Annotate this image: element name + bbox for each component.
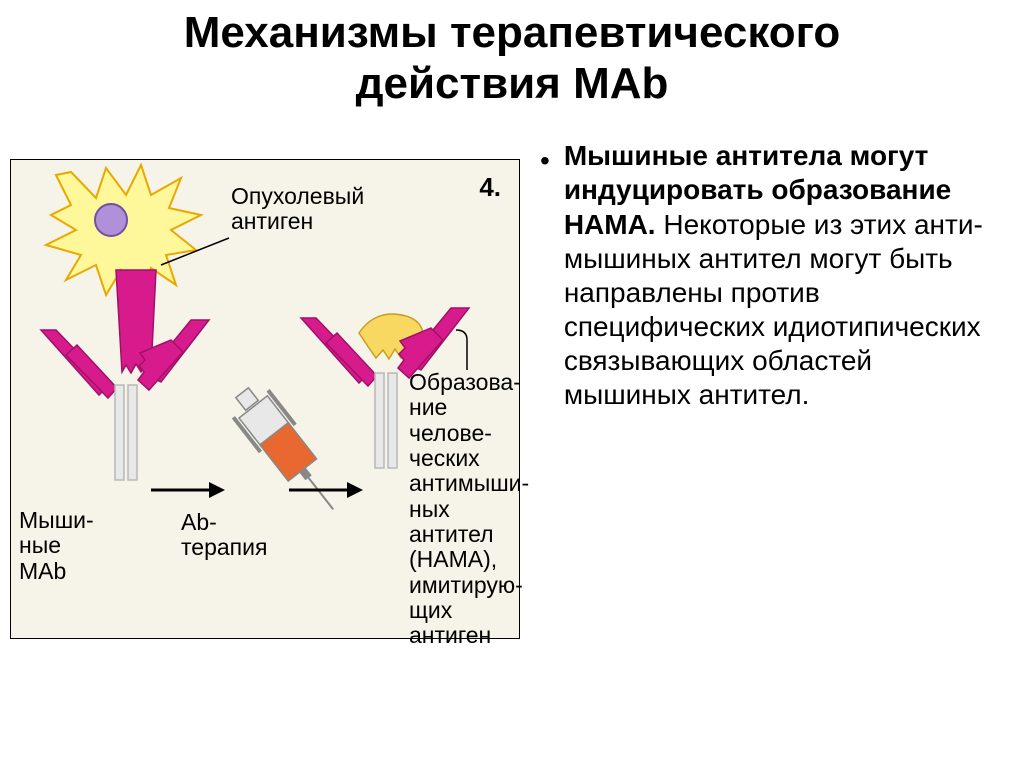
body-text: Мышиные антитела могут индуцировать обра… — [564, 139, 1004, 412]
title-line1: Механизмы терапевтического — [184, 8, 841, 57]
syringe-icon — [223, 378, 352, 524]
tumor-antigen-label: Опухолевый антиген — [231, 184, 364, 235]
panel-number: 4. — [479, 172, 501, 203]
ab-therapy-label: Ab- терапия — [181, 510, 267, 561]
arrow-2-icon — [289, 482, 363, 498]
hama-pointer — [456, 330, 467, 370]
diagram-panel: 4. Опухолевый антиген Мыши- ные MAb Ab- … — [10, 159, 520, 639]
arrow-1-icon — [151, 482, 225, 498]
hama-label: Образова- ние челове- ческих антимыши- н… — [409, 370, 529, 648]
bullet-item: • Мышиные антитела могут индуцировать об… — [540, 139, 1004, 412]
mouse-mab-label: Мыши- ные MAb — [19, 508, 94, 584]
page-title: Механизмы терапевтического действия MAb — [0, 0, 1024, 109]
title-line2: действия MAb — [356, 59, 669, 108]
content-row: 4. Опухолевый антиген Мыши- ные MAb Ab- … — [0, 129, 1024, 639]
text-column: • Мышиные антитела могут индуцировать об… — [520, 129, 1024, 639]
bullet-dot-icon: • — [540, 145, 550, 177]
